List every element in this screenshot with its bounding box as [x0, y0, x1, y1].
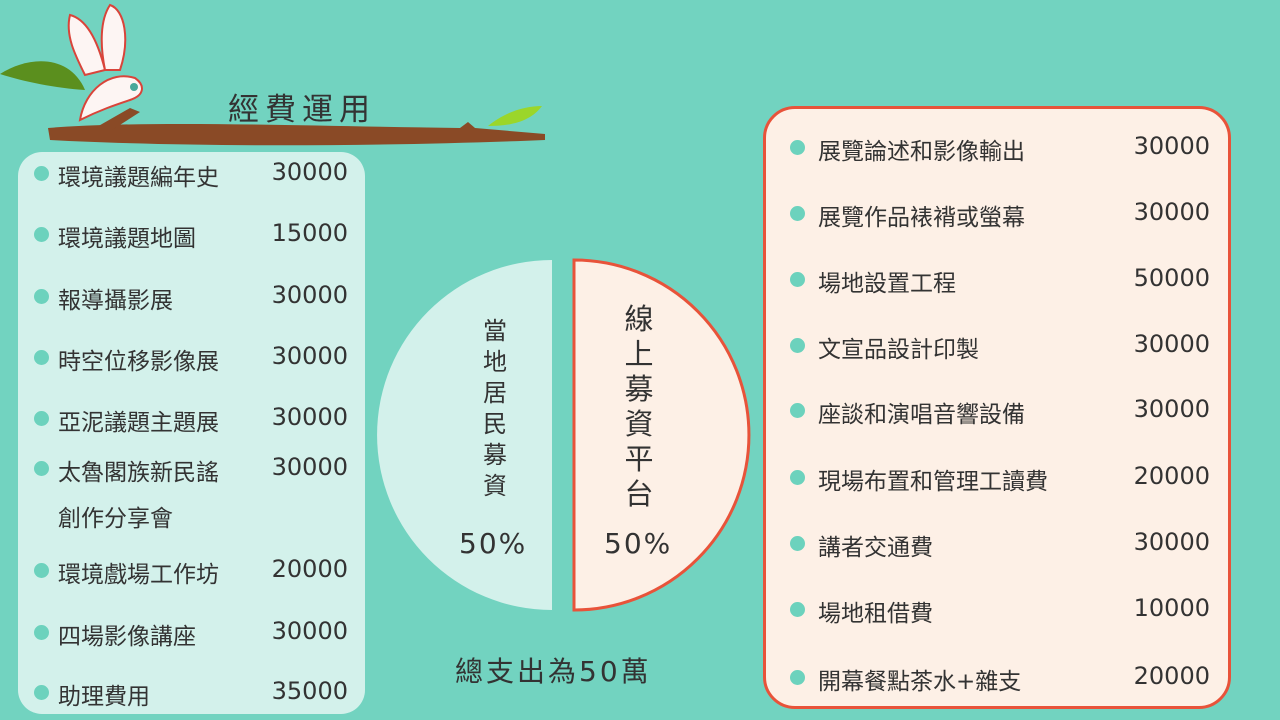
- bullet-icon: [790, 602, 805, 617]
- bullet-icon: [34, 461, 49, 476]
- budget-item-label: 展覽作品裱褙或螢幕: [818, 205, 1025, 231]
- bullet-icon: [34, 563, 49, 578]
- bullet-icon: [790, 272, 805, 287]
- funding-pie-chart: [377, 258, 751, 612]
- budget-item-label: 場地租借費: [818, 601, 933, 627]
- budget-item-value: 30000: [1133, 132, 1210, 160]
- budget-item-label: 環境議題地圖: [58, 226, 196, 252]
- budget-item-value: 20000: [1133, 662, 1210, 690]
- bullet-icon: [790, 670, 805, 685]
- budget-item-label: 時空位移影像展: [58, 349, 219, 375]
- bird: [67, 3, 143, 122]
- budget-item-value: 30000: [271, 403, 348, 431]
- left-budget-panel: [18, 152, 365, 714]
- pie-slice-online-platform: [572, 258, 751, 612]
- budget-item-value: 30000: [271, 158, 348, 186]
- pie-label-online-platform: 線上募資平台: [624, 302, 654, 511]
- budget-item-value: 50000: [1133, 264, 1210, 292]
- budget-item-label: 文宣品設計印製: [818, 337, 979, 363]
- bullet-icon: [34, 166, 49, 181]
- budget-item-label: 場地設置工程: [818, 271, 956, 297]
- bullet-icon: [34, 350, 49, 365]
- total-expenditure: 總支出為50萬: [455, 655, 652, 688]
- bullet-icon: [34, 289, 49, 304]
- pie-label-local-residents: 當地居民募資: [483, 317, 507, 500]
- pie-slice-local-residents: [377, 260, 552, 610]
- branch: [48, 122, 545, 146]
- bullet-icon: [34, 227, 49, 242]
- right-budget-panel: [763, 106, 1231, 709]
- bullet-icon: [34, 411, 49, 426]
- budget-item-value: 30000: [1133, 395, 1210, 423]
- budget-item-label: 報導攝影展: [58, 288, 173, 314]
- leaf-right: [488, 106, 542, 126]
- leaf-left: [0, 61, 85, 90]
- budget-item-label: 環境議題編年史: [58, 165, 219, 191]
- budget-item-label: 開幕餐點茶水+雜支: [818, 669, 1022, 695]
- budget-item-label: 環境戲場工作坊: [58, 562, 219, 588]
- bullet-icon: [790, 403, 805, 418]
- budget-item-value: 30000: [271, 617, 348, 645]
- budget-item-value: 35000: [271, 677, 348, 705]
- budget-item-value: 30000: [271, 281, 348, 309]
- budget-item-label: 助理費用: [58, 684, 150, 710]
- budget-item-value: 10000: [1133, 594, 1210, 622]
- budget-item-value: 20000: [1133, 462, 1210, 490]
- page-title: 經費運用: [228, 92, 376, 128]
- pie-value-online-platform: 50%: [604, 527, 673, 560]
- budget-item-value: 30000: [271, 453, 348, 481]
- budget-item-value: 30000: [1133, 528, 1210, 556]
- bullet-icon: [34, 625, 49, 640]
- bullet-icon: [34, 685, 49, 700]
- budget-item-label: 太魯閣族新民謠: [58, 460, 219, 486]
- bullet-icon: [790, 470, 805, 485]
- budget-item-value: 15000: [271, 219, 348, 247]
- budget-item-value: 30000: [1133, 330, 1210, 358]
- budget-item-value: 30000: [1133, 198, 1210, 226]
- budget-item-value: 20000: [271, 555, 348, 583]
- budget-item-label: 座談和演唱音響設備: [818, 402, 1025, 428]
- pie-value-local-residents: 50%: [459, 527, 528, 560]
- budget-item-label: 亞泥議題主題展: [58, 410, 219, 436]
- bullet-icon: [790, 338, 805, 353]
- bullet-icon: [790, 206, 805, 221]
- budget-item-label-line2: 創作分享會: [58, 506, 173, 532]
- bullet-icon: [790, 140, 805, 155]
- budget-item-label: 四場影像講座: [58, 624, 196, 650]
- bullet-icon: [790, 536, 805, 551]
- budget-item-value: 30000: [271, 342, 348, 370]
- budget-item-label: 講者交通費: [818, 535, 933, 561]
- budget-item-label: 展覽論述和影像輸出: [818, 139, 1025, 165]
- budget-item-label: 現場布置和管理工讀費: [818, 469, 1048, 495]
- bird-on-branch-illustration: [0, 3, 545, 146]
